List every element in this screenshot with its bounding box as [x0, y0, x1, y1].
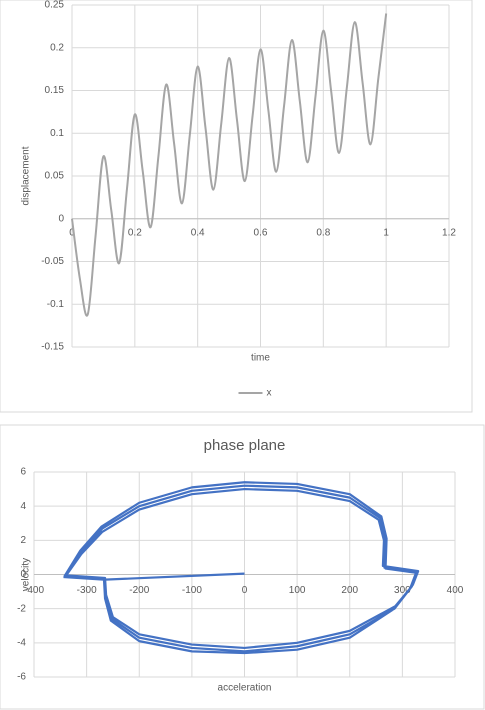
- series-line: [63, 481, 420, 655]
- y-axis-label: velocity: [21, 558, 32, 591]
- x-axis-label: time: [251, 353, 270, 364]
- y-tick-label: -0.05: [41, 256, 64, 267]
- x-tick-label: 200: [341, 585, 358, 596]
- x-tick-label: -300: [77, 585, 97, 596]
- x-axis-label: acceleration: [218, 683, 272, 694]
- y-tick-label: 2: [20, 535, 26, 546]
- legend-label: x: [267, 388, 272, 399]
- x-tick-label: 0.2: [128, 227, 142, 238]
- y-tick-label: -2: [17, 603, 26, 614]
- y-tick-label: 4: [20, 501, 26, 512]
- y-axis-label: displacement: [21, 146, 32, 205]
- y-tick-label: -4: [17, 637, 26, 648]
- y-tick-label: -0.1: [47, 299, 65, 310]
- y-tick-label: 6: [20, 467, 26, 478]
- y-tick-label: -6: [17, 672, 26, 683]
- y-tick-label: -0.15: [41, 342, 64, 353]
- x-tick-label: -100: [182, 585, 202, 596]
- chart-title: phase plane: [204, 437, 286, 454]
- y-tick-label: 0: [58, 213, 64, 224]
- x-tick-label: -200: [129, 585, 149, 596]
- x-tick-label: 400: [447, 585, 464, 596]
- x-tick-label: -400: [24, 585, 44, 596]
- y-tick-label: 0.1: [50, 128, 64, 139]
- y-tick-label: 0.15: [45, 85, 65, 96]
- x-tick-label: 0: [69, 227, 75, 238]
- y-tick-label: 0.25: [45, 0, 65, 11]
- y-tick-label: 0: [20, 569, 26, 580]
- x-tick-label: 100: [289, 585, 306, 596]
- x-tick-label: 300: [394, 585, 411, 596]
- y-tick-label: 0.05: [45, 171, 65, 182]
- chart-frame: [0, 0, 473, 413]
- y-tick-label: 0.2: [50, 42, 64, 53]
- x-tick-label: 1.2: [442, 227, 456, 238]
- x-tick-label: 1: [383, 227, 389, 238]
- x-tick-label: 0: [242, 585, 248, 596]
- x-tick-label: 0.4: [191, 227, 205, 238]
- series-line: [71, 13, 388, 317]
- x-tick-label: 0.6: [254, 227, 268, 238]
- x-tick-label: 0.8: [316, 227, 330, 238]
